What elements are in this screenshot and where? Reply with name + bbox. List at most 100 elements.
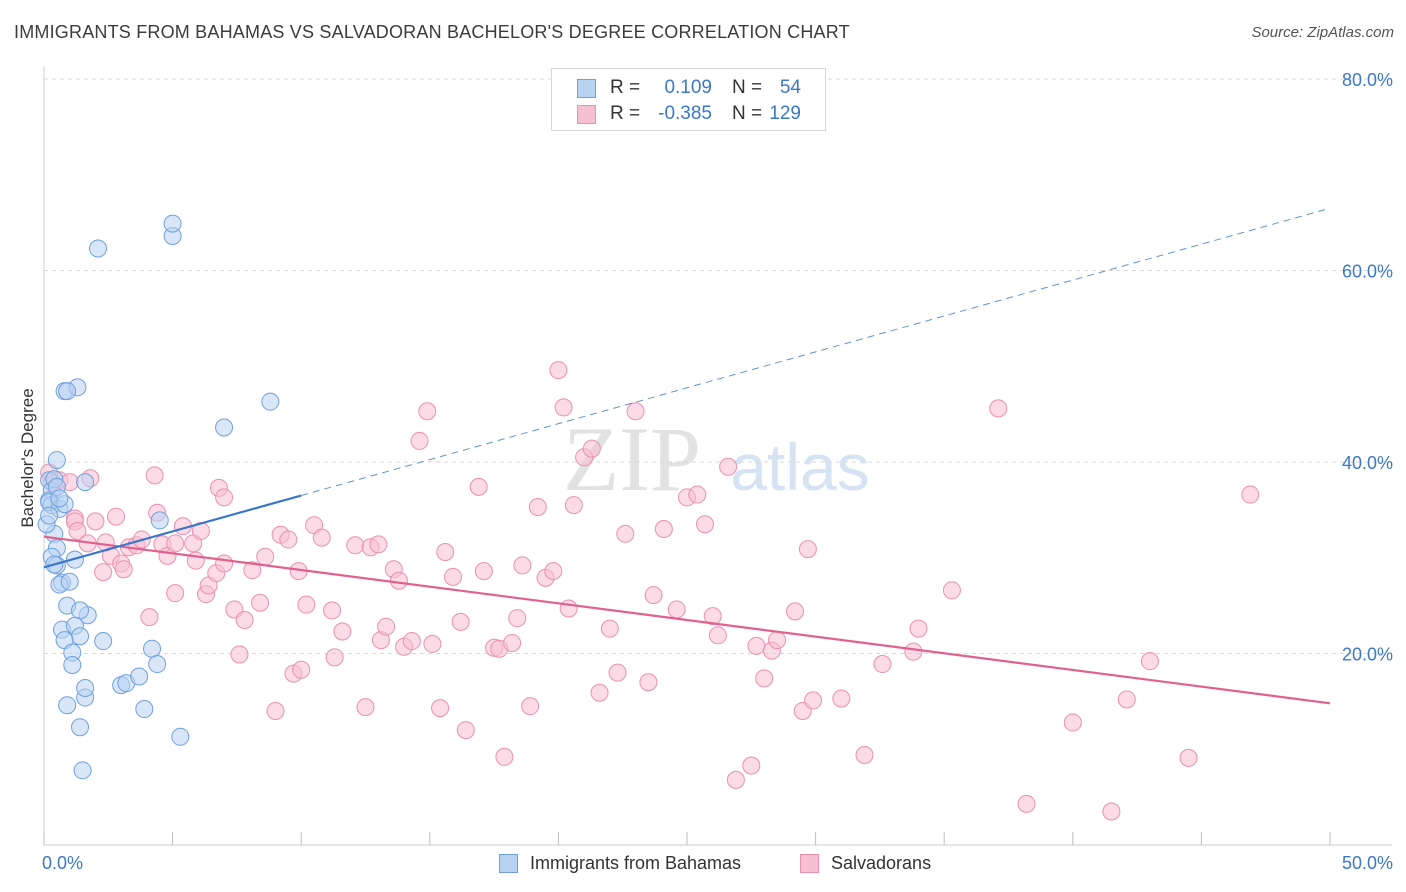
legend-swatch-bahamas xyxy=(577,79,596,98)
salvadoran-point xyxy=(855,745,874,764)
salvadoran-point xyxy=(369,535,388,554)
salvadoran-point xyxy=(418,402,437,421)
salvadoran-point xyxy=(549,361,568,380)
legend-swatch-salvadorans xyxy=(577,105,596,124)
salvadoran-point xyxy=(356,698,375,717)
salvadoran-point xyxy=(688,485,707,504)
salvadoran-point xyxy=(904,642,923,661)
salvadoran-point xyxy=(521,697,540,716)
salvadoran-point xyxy=(251,593,270,612)
salvadoran-point xyxy=(266,701,285,720)
salvadoran-point xyxy=(616,524,635,543)
bottom-legend-swatch-bahamas xyxy=(499,854,518,873)
salvadoran-point xyxy=(402,632,421,651)
salvadorans-points xyxy=(40,361,1260,821)
legend-row-bahamas: R = 0.109 N = 54 xyxy=(552,75,825,101)
bahamas-point xyxy=(130,667,149,686)
salvadoran-point xyxy=(94,563,113,582)
bottom-legend-bahamas: Immigrants from Bahamas xyxy=(499,852,789,876)
salvadoran-point xyxy=(333,622,352,641)
salvadoran-point xyxy=(377,617,396,636)
salvadoran-point xyxy=(256,547,275,566)
source-credit: Source: ZipAtlas.com xyxy=(1251,24,1394,41)
salvadoran-point xyxy=(528,498,547,517)
salvadoran-point xyxy=(513,556,532,575)
salvadoran-point xyxy=(608,663,627,682)
chart-title: IMMIGRANTS FROM BAHAMAS VS SALVADORAN BA… xyxy=(14,22,850,42)
bahamas-point xyxy=(143,639,162,658)
salvadoran-point xyxy=(989,399,1008,418)
legend-r-label: R = xyxy=(610,77,641,98)
bahamas-point xyxy=(58,382,77,401)
bahamas-point xyxy=(94,632,113,651)
salvadoran-point xyxy=(719,457,738,476)
bahamas-points xyxy=(37,214,280,780)
legend-r-value: 0.109 xyxy=(664,77,712,98)
bahamas-point xyxy=(63,655,82,674)
bahamas-point xyxy=(89,239,108,258)
y-tick-label: 80.0% xyxy=(1342,70,1393,90)
bottom-legend-label-bahamas: Immigrants from Bahamas xyxy=(530,853,742,873)
salvadoran-point xyxy=(1117,690,1136,709)
salvadoran-point xyxy=(559,599,578,618)
salvadoran-point xyxy=(768,631,787,650)
salvadoran-point xyxy=(323,601,342,620)
bahamas-point xyxy=(71,601,90,620)
salvadoran-point xyxy=(297,595,316,614)
salvadoran-point xyxy=(1140,652,1159,671)
y-axis-label: Bachelor's Degree xyxy=(18,388,37,528)
salvadoran-point xyxy=(755,669,774,688)
salvadoran-point xyxy=(832,689,851,708)
salvadoran-point xyxy=(410,431,429,450)
salvadoran-point xyxy=(235,610,254,629)
salvadoran-point xyxy=(443,567,462,586)
legend-n-label: N = xyxy=(732,77,763,98)
salvadoran-point xyxy=(1241,485,1260,504)
salvadoran-point xyxy=(503,633,522,652)
bahamas-point xyxy=(148,655,167,674)
salvadoran-point xyxy=(873,655,892,674)
bahamas-point xyxy=(76,473,95,492)
salvadoran-point xyxy=(942,581,961,600)
salvadoran-point xyxy=(798,540,817,559)
watermark: ZIP atlas xyxy=(563,408,870,510)
salvadoran-point xyxy=(804,691,823,710)
salvadoran-point xyxy=(544,562,563,581)
salvadoran-point xyxy=(1102,802,1121,821)
bahamas-point xyxy=(261,392,280,411)
bahamas-trend-line xyxy=(43,494,302,569)
bahamas-point xyxy=(135,700,154,719)
bahamas-point xyxy=(60,572,79,591)
salvadoran-point xyxy=(582,439,601,458)
salvadoran-point xyxy=(495,747,514,766)
salvadoran-point xyxy=(325,648,344,667)
bahamas-point xyxy=(73,761,92,780)
trend-lines xyxy=(43,207,1331,705)
bahamas-point xyxy=(50,489,69,508)
salvadoran-point xyxy=(1017,794,1036,813)
salvadorans-trend-line xyxy=(43,535,1331,705)
salvadoran-point xyxy=(346,536,365,555)
x-tick-label-min: 0.0% xyxy=(42,853,83,873)
legend-n-value: 129 xyxy=(769,103,801,124)
salvadoran-point xyxy=(474,562,493,581)
salvadoran-point xyxy=(667,600,686,619)
salvadoran-point xyxy=(508,609,527,628)
salvadoran-point xyxy=(230,645,249,664)
tick-labels: 20.0% 40.0% 60.0% 80.0% 0.0% 50.0% xyxy=(42,70,1393,873)
bahamas-point xyxy=(40,506,59,525)
salvadoran-point xyxy=(243,561,262,580)
legend-row-salvadorans: R = -0.385 N = 129 xyxy=(552,101,825,127)
salvadoran-point xyxy=(708,626,727,645)
bottom-legend-salvadorans: Salvadorans xyxy=(800,852,960,876)
salvadoran-point xyxy=(451,612,470,631)
salvadoran-point xyxy=(747,636,766,655)
salvadoran-point xyxy=(215,554,234,573)
legend-n-value: 54 xyxy=(779,77,801,98)
salvadoran-point xyxy=(140,608,159,627)
legend-r-value: -0.385 xyxy=(658,103,712,124)
salvadoran-point xyxy=(554,398,573,417)
salvadoran-point xyxy=(1179,748,1198,767)
bahamas-point xyxy=(163,214,182,233)
y-tick-label: 60.0% xyxy=(1342,262,1393,282)
